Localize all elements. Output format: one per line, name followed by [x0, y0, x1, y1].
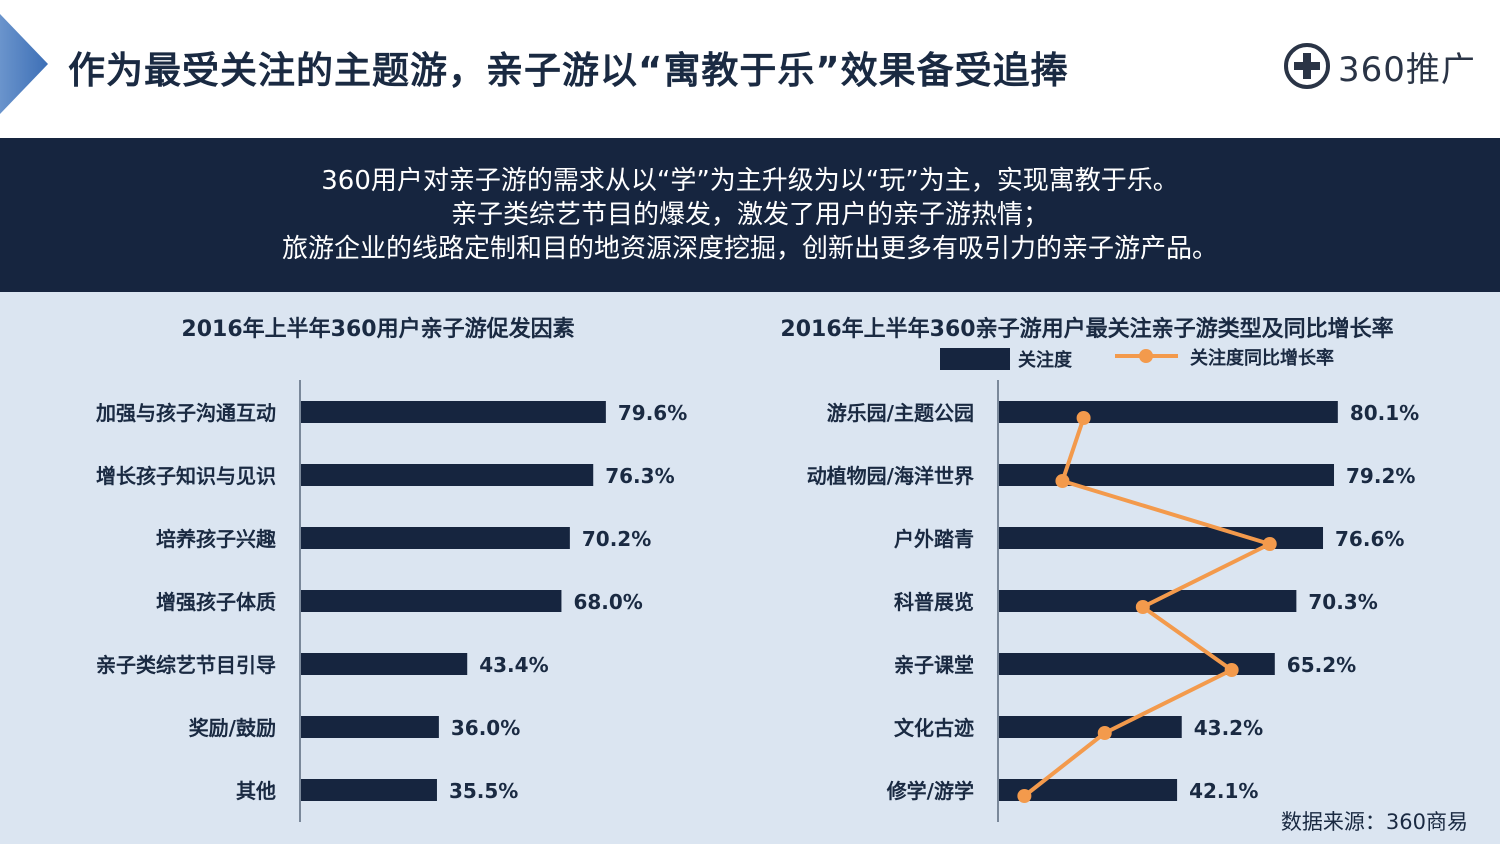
right-bar-value-label: 80.1% — [1350, 401, 1419, 425]
left-bar — [301, 527, 570, 549]
right-bar — [999, 401, 1338, 423]
legend-line-marker — [1139, 349, 1153, 363]
left-category-label: 奖励/鼓励 — [189, 716, 276, 740]
chart-panel: 2016年上半年360用户亲子游促发因素加强与孩子沟通互动 79.6% 增长孩子知识… — [0, 292, 1500, 844]
left-category-label: 增长孩子知识与见识 — [96, 464, 276, 488]
growth-rate-point — [1097, 726, 1112, 740]
summary-line-1: 360用户对亲子游的需求从以“学”为主升级为以“玩”为主，实现寓教于乐。 — [321, 166, 1179, 196]
left-category-label: 加强与孩子沟通互动 — [95, 401, 276, 425]
legend-bar-swatch — [940, 348, 1010, 370]
right-bar — [999, 527, 1324, 549]
legend-line-label: 关注度同比增长率 — [1190, 347, 1334, 369]
left-category-label: 其他 — [236, 779, 276, 803]
growth-rate-point — [1055, 474, 1070, 488]
data-source: 数据来源：360商易 — [1280, 810, 1468, 834]
left-bar — [301, 779, 437, 801]
right-category-label: 科普展览 — [894, 590, 974, 614]
right-bar-value-label: 79.2% — [1346, 464, 1415, 488]
summary-banner: 360用户对亲子游的需求从以“学”为主升级为以“玩”为主，实现寓教于乐。 亲子类… — [0, 138, 1500, 292]
growth-rate-point — [1017, 789, 1032, 803]
header-arrow-icon — [0, 14, 48, 114]
right-category-label: 修学/游学 — [886, 779, 974, 803]
legend-bar-label: 关注度 — [1018, 349, 1073, 371]
right-category-label: 户外踏青 — [894, 527, 974, 551]
right-bar-value-label: 42.1% — [1189, 779, 1258, 803]
right-category-label: 游乐园/主题公园 — [827, 401, 974, 425]
logo-text: 360推广 — [1338, 49, 1476, 90]
right-bar — [999, 779, 1178, 801]
right-bar-value-label: 70.3% — [1308, 590, 1377, 614]
right-bar-value-label: 65.2% — [1287, 653, 1356, 677]
logo: 360推广 — [1282, 40, 1476, 92]
right-category-label: 动植物园/海洋世界 — [807, 464, 974, 488]
left-bar — [301, 716, 439, 738]
left-bar-value-label: 36.0% — [451, 716, 520, 740]
left-category-label: 亲子类综艺节目引导 — [96, 653, 276, 677]
left-bar-value-label: 76.3% — [605, 464, 674, 488]
right-bar — [999, 590, 1297, 612]
growth-rate-point — [1135, 600, 1150, 614]
growth-rate-point — [1076, 411, 1091, 425]
right-bar — [999, 716, 1182, 738]
left-bar — [301, 653, 468, 675]
right-bar — [999, 653, 1275, 675]
left-bar-value-label: 43.4% — [479, 653, 548, 677]
right-category-label: 亲子课堂 — [894, 653, 974, 677]
header: 作为最受关注的主题游，亲子游以“寓教于乐”效果备受追捧 360推广 — [0, 0, 1500, 138]
plus-circle-icon — [1284, 43, 1330, 89]
growth-rate-point — [1224, 663, 1239, 677]
summary-line-3: 旅游企业的线路定制和目的地资源深度挖掘，创新出更多有吸引力的亲子游产品。 — [281, 234, 1218, 264]
left-bar-value-label: 35.5% — [449, 779, 518, 803]
left-chart-title: 2016年上半年360用户亲子游促发因素 — [181, 316, 574, 342]
left-bar — [301, 464, 594, 486]
right-bar-value-label: 76.6% — [1335, 527, 1404, 551]
summary-line-2: 亲子类综艺节目的爆发，激发了用户的亲子游热情； — [450, 200, 1049, 230]
left-bar-value-label: 70.2% — [582, 527, 651, 551]
left-category-label: 培养孩子兴趣 — [156, 527, 277, 551]
left-bar-value-label: 68.0% — [573, 590, 642, 614]
left-bar — [301, 590, 562, 612]
left-bar-value-label: 79.6% — [618, 401, 687, 425]
right-bar-value-label: 43.2% — [1194, 716, 1263, 740]
left-category-label: 增强孩子体质 — [156, 590, 276, 614]
left-bar — [301, 401, 606, 423]
page-title: 作为最受关注的主题游，亲子游以“寓教于乐”效果备受追捧 — [68, 49, 1069, 92]
right-category-label: 文化古迹 — [894, 716, 974, 740]
right-bar — [999, 464, 1335, 486]
growth-rate-point — [1262, 537, 1277, 551]
right-chart-title: 2016年上半年360亲子游用户最关注亲子游类型及同比增长率 — [780, 316, 1393, 342]
